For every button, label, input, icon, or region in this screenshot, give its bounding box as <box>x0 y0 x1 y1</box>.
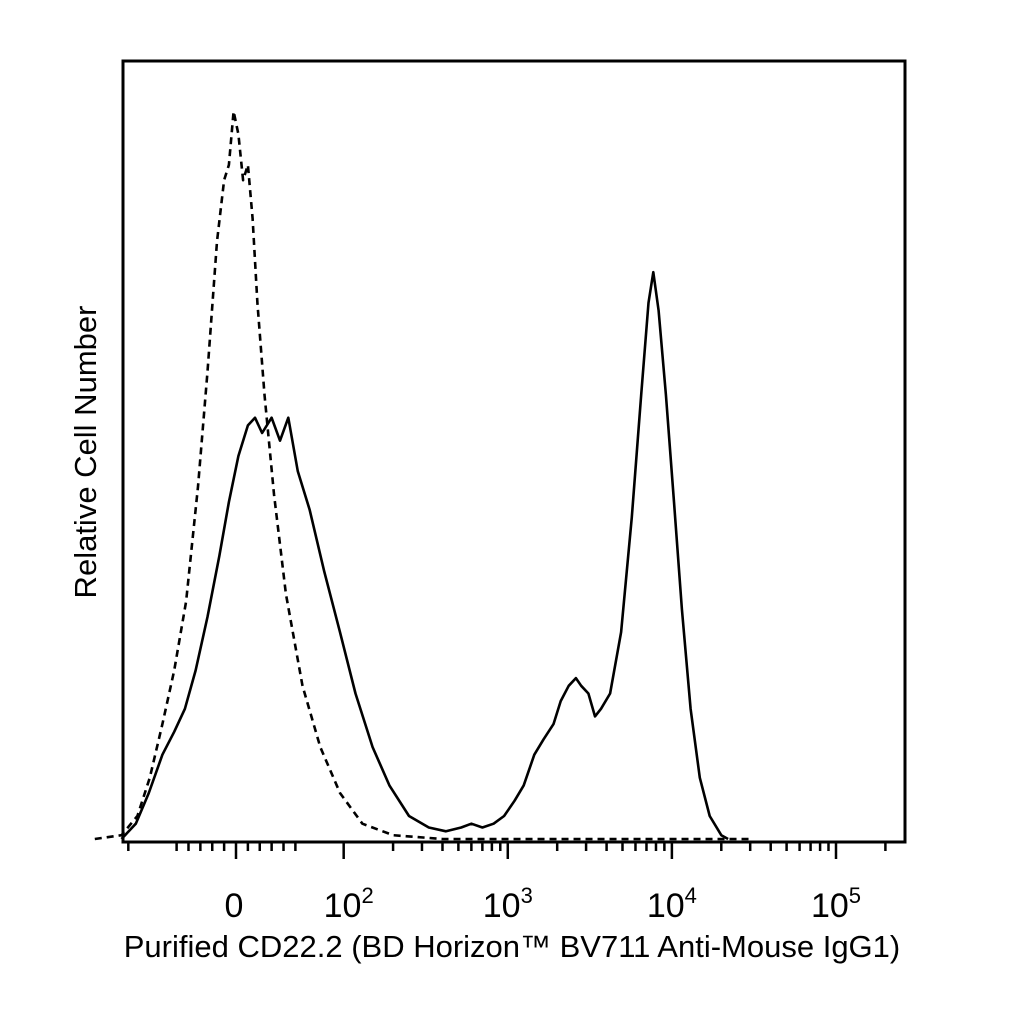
histogram-curves <box>94 110 751 841</box>
x-axis-major-ticks <box>234 842 838 859</box>
x-axis-title: Purified CD22.2 (BD Horizon™ BV711 Anti-… <box>124 929 900 964</box>
x-tick-label: 102 <box>324 883 374 925</box>
y-axis-title: Relative Cell Number <box>68 306 103 599</box>
histogram-curve-solid <box>120 270 729 841</box>
x-axis-tick-labels: 0 102 103 104 105 <box>225 883 862 925</box>
histogram-curve-dashed <box>94 110 751 841</box>
x-axis-minor-ticks <box>127 842 887 851</box>
x-tick-label: 0 <box>225 887 244 925</box>
x-tick-label: 103 <box>483 883 533 925</box>
plot-frame <box>121 59 907 844</box>
x-tick-label: 104 <box>647 883 697 925</box>
x-tick-label: 105 <box>811 883 861 925</box>
